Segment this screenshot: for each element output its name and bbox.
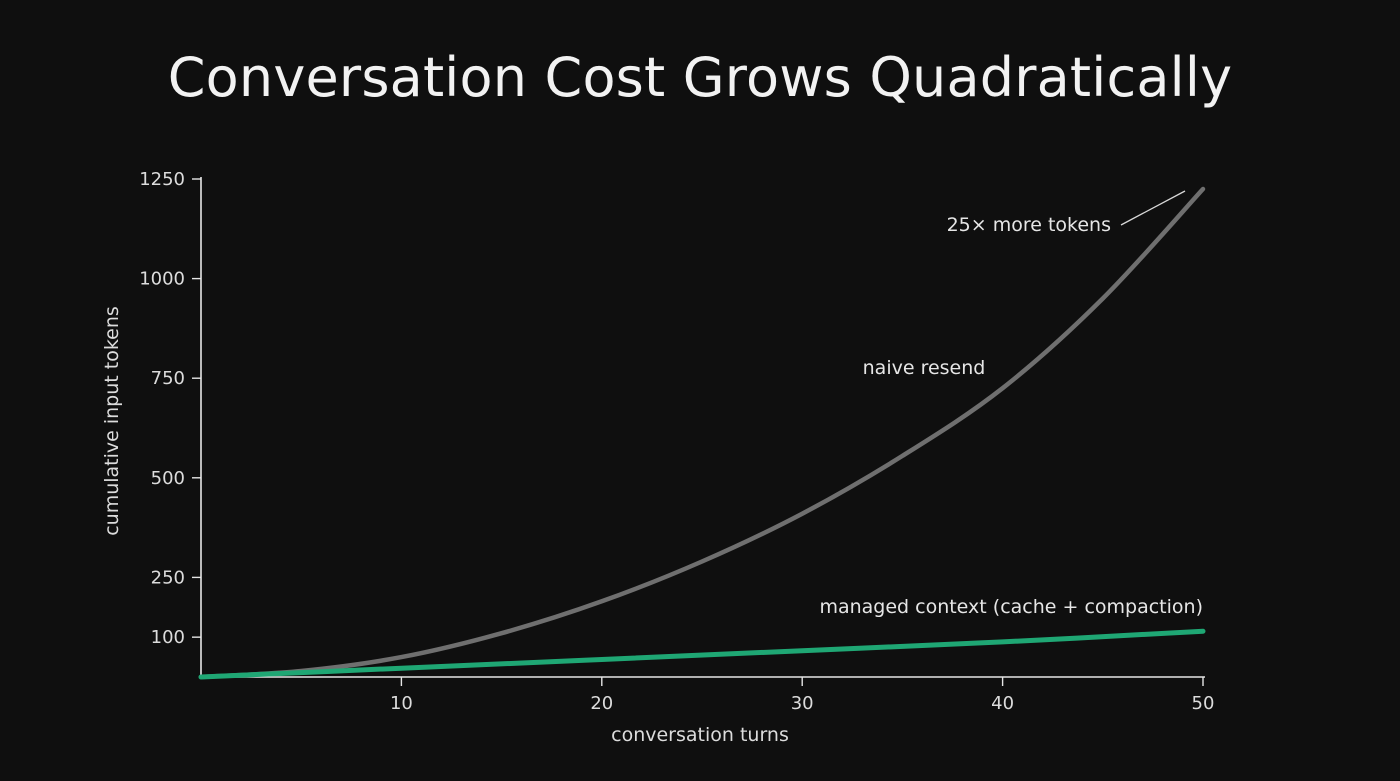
series-label-managed: managed context (cache + compaction) xyxy=(819,596,1203,618)
series-label-naive: naive resend xyxy=(863,357,986,379)
axes xyxy=(200,177,1205,678)
y-tick-label: 750 xyxy=(151,368,185,389)
series-line-managed xyxy=(198,628,1206,680)
y-tick-label: 250 xyxy=(151,567,185,588)
y-tick-label: 1250 xyxy=(139,169,185,190)
series-line-naive xyxy=(198,186,1206,680)
annotation-25x: 25× more tokens xyxy=(947,214,1111,236)
x-tick-label: 20 xyxy=(590,693,613,714)
y-tick-label: 1000 xyxy=(139,269,185,290)
series-labels: naive resend managed context (cache + co… xyxy=(819,190,1203,618)
annotation-leader-line xyxy=(1120,190,1186,226)
x-tick-label: 10 xyxy=(390,693,413,714)
chart-title: Conversation Cost Grows Quadratically xyxy=(167,46,1233,109)
ticks: 100 250 500 750 1000 1250 10 20 30 40 50 xyxy=(139,169,1214,714)
x-axis-label: conversation turns xyxy=(611,724,789,746)
y-axis-label: cumulative input tokens xyxy=(101,306,123,536)
series-lines xyxy=(198,186,1206,680)
y-tick-label: 100 xyxy=(151,627,185,648)
x-tick-label: 40 xyxy=(991,693,1014,714)
x-tick-label: 30 xyxy=(791,693,814,714)
x-tick-label: 50 xyxy=(1192,693,1215,714)
y-tick-label: 500 xyxy=(151,468,185,489)
